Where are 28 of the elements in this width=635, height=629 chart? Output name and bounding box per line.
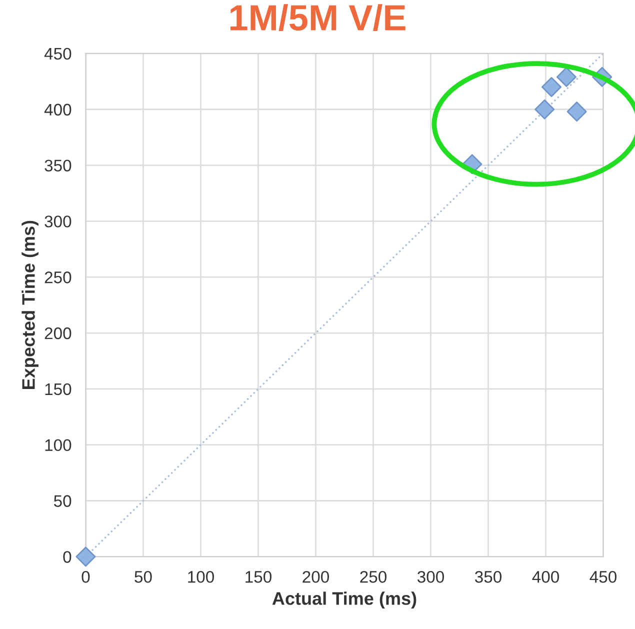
x-tick-label: 100 — [188, 570, 214, 583]
x-tick-label: 250 — [360, 570, 386, 583]
y-tick-label: 450 — [44, 48, 72, 60]
point — [556, 66, 576, 87]
point — [534, 99, 555, 120]
x-axis-title: Actual Time (ms) — [272, 592, 416, 608]
y-tick-label: 400 — [44, 104, 72, 116]
x-tick-label: 300 — [417, 570, 444, 583]
point — [566, 102, 587, 122]
chart-title: 1M/5M V/E — [230, 4, 406, 31]
x-tick-label: 400 — [532, 570, 559, 583]
y-tick-label: 300 — [44, 216, 72, 228]
x-tick-label: 0 — [82, 570, 90, 583]
x-tick-label: 150 — [246, 570, 272, 583]
y-axis-title: Expected Time (ms) — [22, 220, 38, 389]
y-tick-label: 200 — [44, 327, 72, 340]
y-tick-label: 250 — [44, 272, 72, 284]
y-tick-label: 0 — [63, 551, 72, 563]
point — [76, 546, 96, 567]
y-tick-label: 350 — [44, 160, 72, 172]
x-tick-label: 200 — [302, 570, 329, 583]
point — [541, 77, 562, 98]
y-tick-label: 50 — [54, 495, 72, 507]
y-tick-label: 100 — [45, 439, 72, 452]
y-tick-label: 150 — [45, 383, 72, 396]
x-tick-label: 450 — [590, 570, 617, 583]
x-tick-label: 50 — [134, 570, 152, 583]
x-tick-label: 350 — [474, 570, 502, 583]
